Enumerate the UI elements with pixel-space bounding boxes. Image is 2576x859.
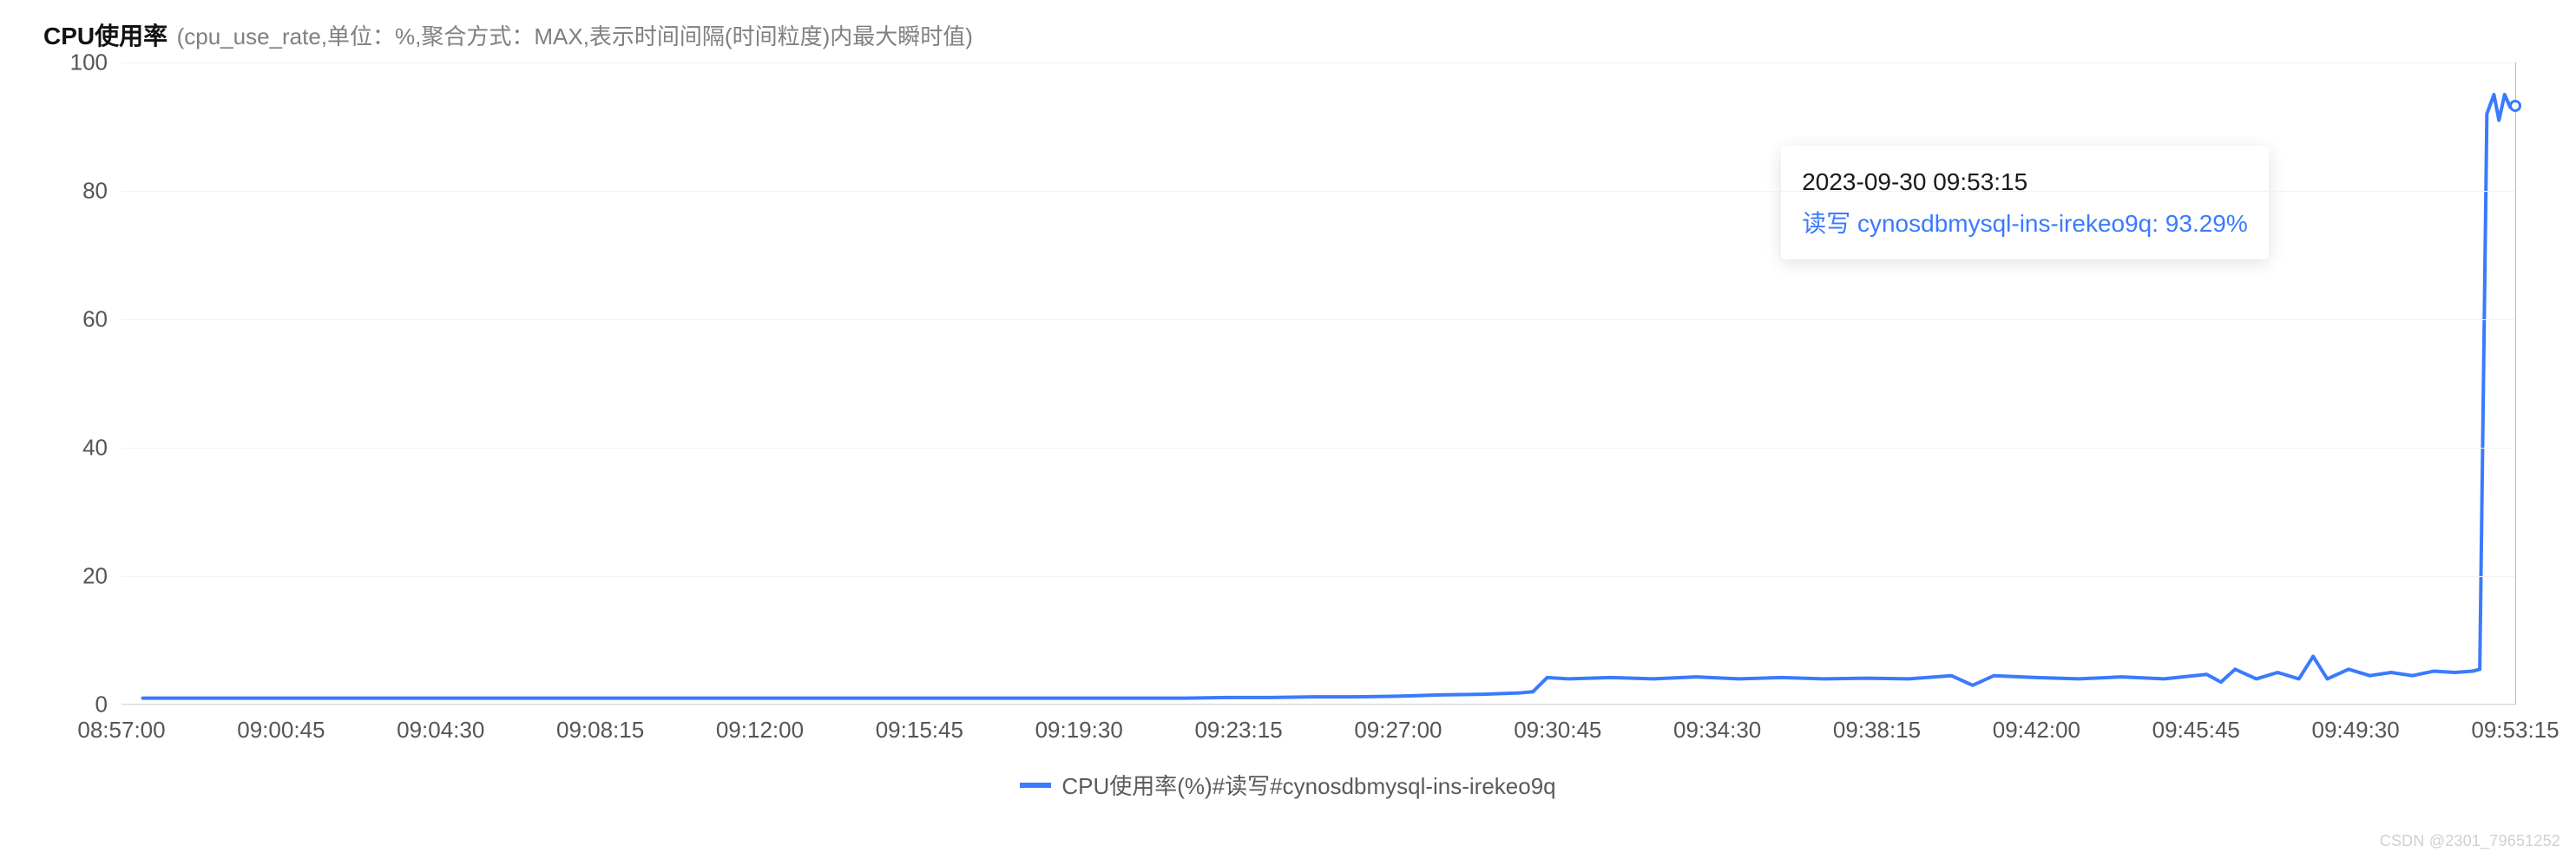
x-axis-label: 09:49:30 <box>2312 717 2400 744</box>
tooltip-time: 2023-09-30 09:53:15 <box>1802 161 2248 203</box>
x-axis-label: 09:12:00 <box>716 717 804 744</box>
grid-line <box>122 319 2515 320</box>
chart-legend: CPU使用率(%)#读写#cynosdbmysql-ins-irekeo9q <box>35 769 2541 801</box>
legend-item[interactable]: CPU使用率(%)#读写#cynosdbmysql-ins-irekeo9q <box>1020 769 1555 801</box>
y-axis-label: 40 <box>82 435 108 462</box>
grid-line <box>122 576 2515 577</box>
legend-label: CPU使用率(%)#读写#cynosdbmysql-ins-irekeo9q <box>1061 769 1555 801</box>
chart-container: CPU使用率 (cpu_use_rate,单位：%,聚合方式：MAX,表示时间间… <box>0 0 2576 859</box>
x-axis-label: 09:30:45 <box>1514 717 1601 744</box>
x-axis-label: 09:00:45 <box>237 717 325 744</box>
y-axis-label: 80 <box>82 178 108 205</box>
chart-title-row: CPU使用率 (cpu_use_rate,单位：%,聚合方式：MAX,表示时间间… <box>35 17 2541 52</box>
grid-line <box>122 62 2515 63</box>
x-axis-label: 09:04:30 <box>397 717 484 744</box>
chart-title-sub: (cpu_use_rate,单位：%,聚合方式：MAX,表示时间间隔(时间粒度)… <box>177 23 973 49</box>
chart-tooltip: 2023-09-30 09:53:15 读写 cynosdbmysql-ins-… <box>1781 146 2269 259</box>
chart-title-main: CPU使用率 <box>43 23 168 49</box>
tooltip-value: 读写 cynosdbmysql-ins-irekeo9q: 93.29% <box>1802 203 2248 245</box>
x-axis-label: 09:15:45 <box>876 717 963 744</box>
y-axis-label: 20 <box>82 563 108 590</box>
x-axis-label: 09:34:30 <box>1673 717 1761 744</box>
x-axis-label: 09:53:15 <box>2471 717 2559 744</box>
grid-line <box>122 191 2515 192</box>
x-axis-label: 09:19:30 <box>1035 717 1123 744</box>
y-axis-label: 0 <box>95 692 108 718</box>
grid-line <box>122 448 2515 449</box>
y-axis-label: 60 <box>82 306 108 333</box>
x-axis-label: 09:08:15 <box>556 717 644 744</box>
legend-swatch-icon <box>1020 783 1051 788</box>
hover-guideline <box>2515 62 2516 705</box>
hover-marker <box>2509 100 2521 112</box>
y-axis-label: 100 <box>70 49 108 76</box>
x-axis-label: 08:57:00 <box>77 717 165 744</box>
watermark-text: CSDN @2301_79651252 <box>2380 832 2560 850</box>
chart-wrap: 2023-09-30 09:53:15 读写 cynosdbmysql-ins-… <box>35 62 2541 748</box>
x-axis-label: 09:27:00 <box>1354 717 1442 744</box>
chart-plot-area[interactable]: 2023-09-30 09:53:15 读写 cynosdbmysql-ins-… <box>122 62 2515 705</box>
x-axis-label: 09:42:00 <box>1993 717 2080 744</box>
x-axis-label: 09:38:15 <box>1833 717 1921 744</box>
x-axis-label: 09:45:45 <box>2152 717 2240 744</box>
x-axis-labels: 08:57:0009:00:4509:04:3009:08:1509:12:00… <box>122 717 2515 748</box>
x-axis-label: 09:23:15 <box>1194 717 1282 744</box>
